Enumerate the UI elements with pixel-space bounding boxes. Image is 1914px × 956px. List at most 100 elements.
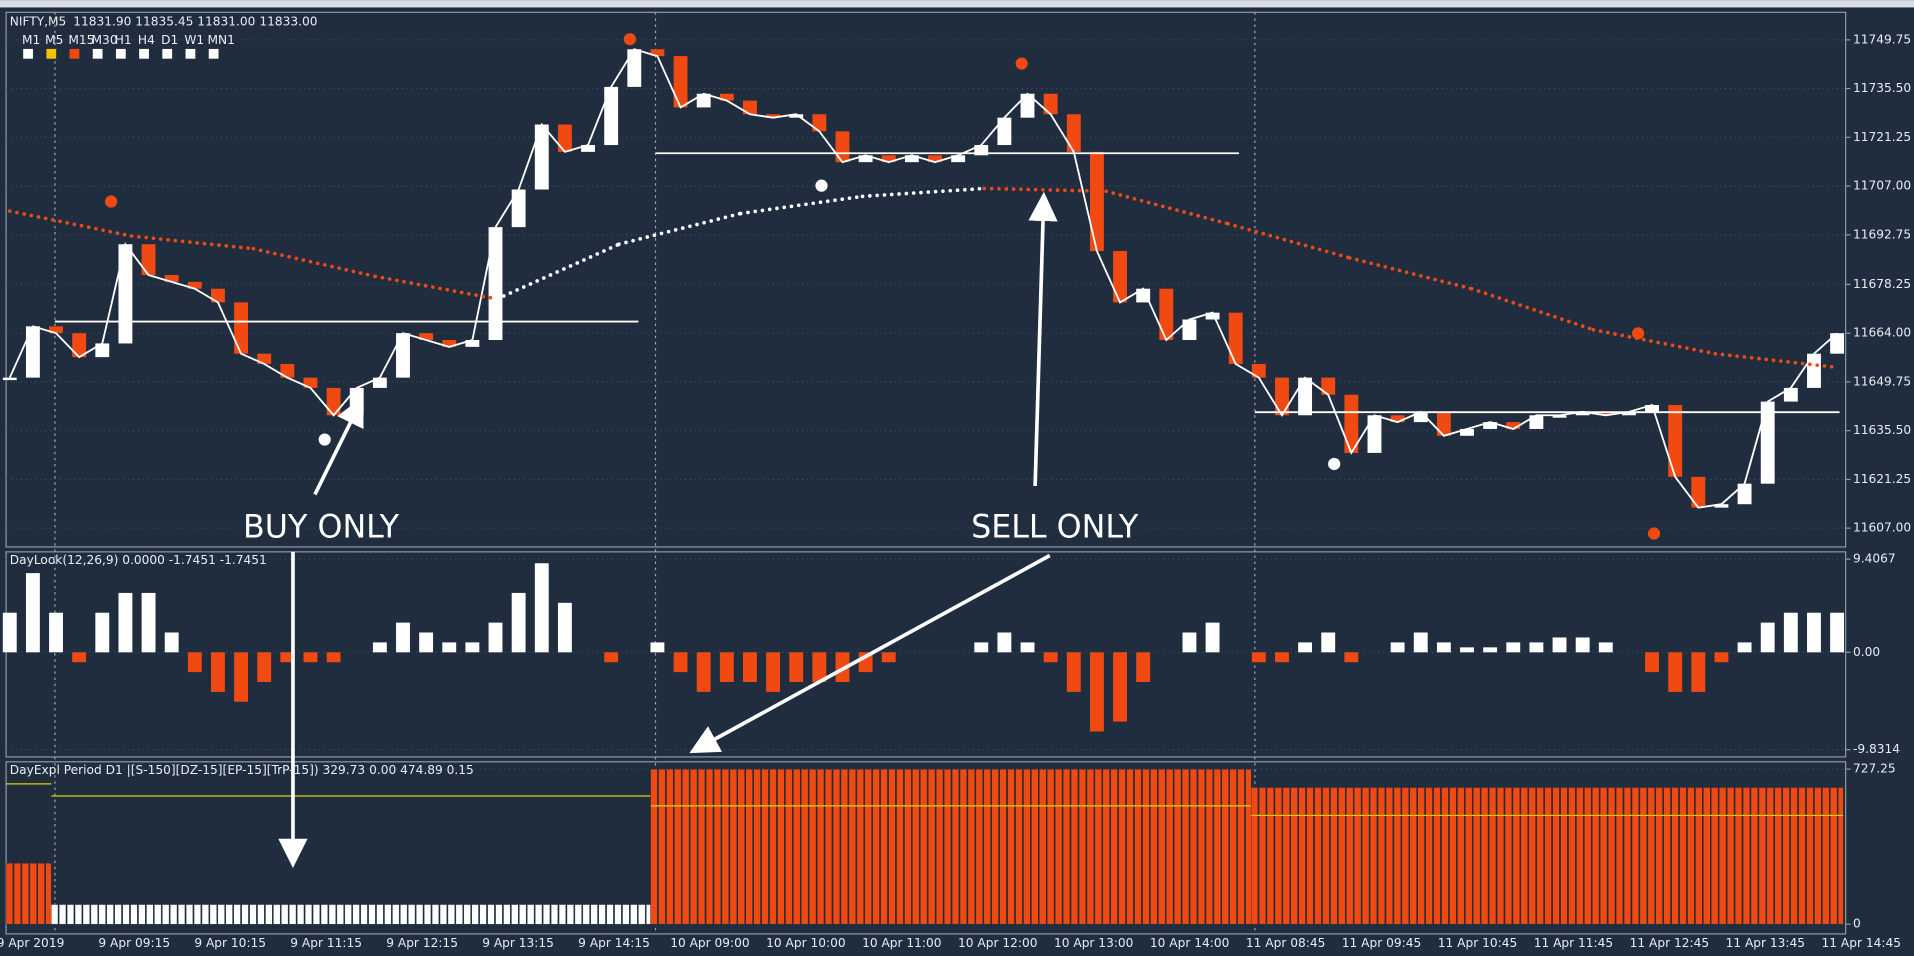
candle bbox=[1506, 422, 1521, 429]
x-tick-label: 9 Apr 2019 bbox=[0, 936, 64, 950]
explorer-bar bbox=[1338, 787, 1346, 925]
histogram-bar bbox=[303, 652, 318, 663]
explorer-bar bbox=[959, 768, 967, 925]
candle bbox=[997, 117, 1012, 146]
moving-average bbox=[129, 234, 256, 251]
explorer-bar bbox=[705, 768, 714, 925]
explorer-bar bbox=[1015, 768, 1023, 925]
candle bbox=[1668, 405, 1683, 477]
x-tick-label: 9 Apr 10:15 bbox=[194, 936, 266, 950]
candle bbox=[766, 114, 781, 118]
y-tick-label: 11621.25 bbox=[1853, 472, 1911, 486]
moving-average bbox=[495, 242, 621, 301]
explorer-bar bbox=[1758, 787, 1766, 925]
explorer-bar bbox=[392, 904, 400, 925]
explorer-bar bbox=[312, 904, 320, 925]
explorer-bar bbox=[455, 904, 463, 925]
explorer-bar bbox=[920, 768, 928, 925]
x-tick-label: 11 Apr 14:45 bbox=[1822, 936, 1901, 950]
explorer-bar bbox=[1608, 787, 1616, 925]
histogram-bar bbox=[534, 563, 549, 653]
explorer-bar bbox=[1023, 768, 1031, 925]
x-tick-label: 9 Apr 09:15 bbox=[98, 936, 170, 950]
explorer-bar bbox=[809, 768, 817, 925]
histogram-bar bbox=[881, 652, 896, 663]
timeframe-box bbox=[162, 48, 173, 59]
moving-average bbox=[617, 211, 743, 247]
histogram-bar bbox=[1298, 642, 1313, 653]
histogram-bar bbox=[1714, 652, 1729, 663]
explorer-bar bbox=[658, 768, 666, 925]
x-tick-label: 9 Apr 12:15 bbox=[386, 936, 458, 950]
timeframe-box bbox=[139, 48, 149, 59]
histogram-bar bbox=[118, 592, 133, 653]
histogram-bar bbox=[396, 622, 410, 653]
signal bbox=[104, 195, 118, 208]
candle bbox=[1552, 415, 1567, 418]
daylook-pane-frame bbox=[5, 551, 1847, 758]
histogram-bar bbox=[1436, 642, 1451, 653]
explorer-bar bbox=[650, 768, 658, 925]
explorer-bar bbox=[1623, 787, 1631, 925]
candle bbox=[743, 100, 757, 115]
explorer-bar bbox=[98, 904, 106, 925]
moving-average bbox=[7, 209, 134, 238]
explorer-bar bbox=[745, 768, 753, 925]
explorer-bar bbox=[1314, 787, 1322, 925]
moving-average bbox=[1469, 286, 1596, 332]
histogram-bar bbox=[257, 652, 272, 682]
timeframe: M1 bbox=[22, 33, 40, 47]
candle bbox=[95, 343, 110, 358]
explorer-bar bbox=[1536, 787, 1544, 925]
daylook-label: DayLook(12,26,9) 0.0000 -1.7451 -1.7451 bbox=[10, 553, 267, 567]
histogram-bar bbox=[164, 632, 179, 653]
candle bbox=[1205, 312, 1220, 320]
explorer-bar bbox=[777, 768, 785, 925]
signal bbox=[1015, 57, 1028, 70]
candle bbox=[1251, 363, 1266, 378]
explorer-bar bbox=[1007, 768, 1015, 925]
candle bbox=[534, 124, 549, 190]
explorer-bar bbox=[674, 768, 682, 925]
ohlc: 11831.90 11835.45 11831.00 11833.00 bbox=[73, 15, 317, 29]
candle bbox=[1483, 422, 1498, 429]
explorer-bar bbox=[1568, 787, 1576, 925]
explorer-bar bbox=[45, 863, 52, 925]
candle bbox=[49, 326, 63, 334]
candle bbox=[234, 302, 249, 354]
explorer-bar bbox=[82, 904, 90, 925]
menu-bar bbox=[0, 0, 1914, 8]
timeframe: W1 bbox=[184, 33, 204, 47]
histogram-bar bbox=[696, 652, 711, 692]
candle bbox=[372, 377, 387, 388]
candle bbox=[1575, 411, 1590, 416]
explorer-bar bbox=[1221, 768, 1229, 925]
candle bbox=[1043, 93, 1058, 115]
explorer-bar bbox=[582, 904, 590, 925]
explorer-bar bbox=[241, 904, 249, 925]
candle bbox=[1645, 405, 1659, 412]
explorer-bar bbox=[928, 768, 936, 925]
x-tick-label: 11 Apr 09:45 bbox=[1342, 936, 1421, 950]
candle bbox=[1367, 415, 1382, 453]
y-tick-label: 0 bbox=[1853, 917, 1861, 931]
sell-annotation: SELL ONLY bbox=[971, 510, 1139, 546]
explorer-bar bbox=[1592, 787, 1600, 925]
histogram-bar bbox=[1552, 637, 1567, 653]
explorer-bar bbox=[249, 904, 257, 925]
candle bbox=[673, 56, 688, 108]
explorer-bar bbox=[352, 904, 360, 925]
explorer-bar bbox=[566, 904, 574, 925]
explorer-bar bbox=[1544, 787, 1552, 925]
explorer-bar bbox=[265, 904, 273, 925]
explorer-bar bbox=[1330, 787, 1338, 925]
candle bbox=[1113, 251, 1127, 303]
explorer-bar bbox=[999, 768, 1007, 925]
candle bbox=[789, 114, 804, 118]
histogram-bar bbox=[1645, 652, 1659, 673]
explorer-bar bbox=[558, 904, 566, 925]
explorer-bar bbox=[1711, 787, 1719, 925]
candle bbox=[1807, 353, 1821, 388]
moving-average bbox=[1591, 327, 1718, 356]
